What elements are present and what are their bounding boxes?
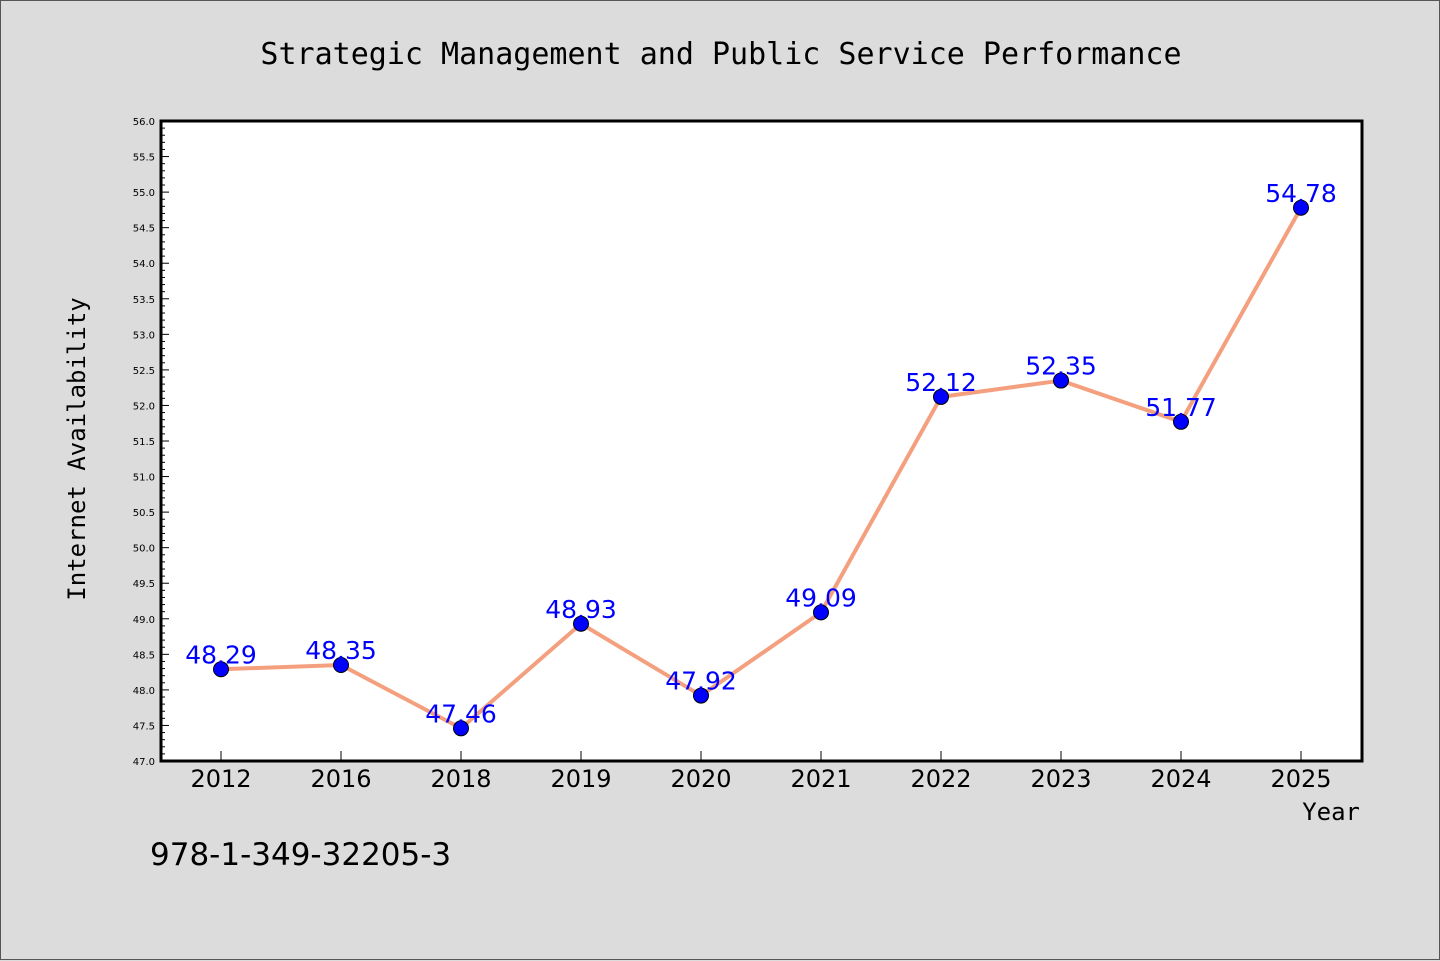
y-tick-label: 51.0 xyxy=(133,473,155,484)
data-label: 48.35 xyxy=(305,636,377,665)
y-tick-label: 50.5 xyxy=(133,508,155,519)
y-tick-label: 52.5 xyxy=(133,366,155,377)
data-point xyxy=(813,604,829,621)
isbn-text: 978-1-349-32205-3 xyxy=(150,837,451,873)
y-tick-label: 53.0 xyxy=(133,330,155,341)
y-tick-label: 50.0 xyxy=(133,544,155,555)
data-label: 49.09 xyxy=(785,583,857,612)
y-tick-label: 55.0 xyxy=(133,188,155,199)
y-tick-label: 51.5 xyxy=(133,437,155,448)
x-tick-label: 2022 xyxy=(910,765,971,793)
x-tick-label: 2018 xyxy=(430,765,491,793)
y-tick-label: 52.0 xyxy=(133,401,155,412)
x-tick-label: 2023 xyxy=(1030,765,1091,793)
data-label: 47.46 xyxy=(425,699,497,728)
data-point xyxy=(453,720,469,737)
data-point xyxy=(1173,413,1189,430)
data-label: 51.77 xyxy=(1145,393,1217,422)
y-tick-label: 54.5 xyxy=(133,224,155,235)
y-tick-label: 47.0 xyxy=(133,757,155,768)
y-tick-label: 47.5 xyxy=(133,721,155,732)
data-label: 52.12 xyxy=(905,368,977,397)
x-tick-label: 2019 xyxy=(550,765,611,793)
y-tick-label: 49.0 xyxy=(133,615,155,626)
y-tick-label: 55.5 xyxy=(133,153,155,164)
x-axis-ticks: 2012 2016 2018 2019 2020 2021 2022 2023 2024 2025 xyxy=(190,751,1332,793)
x-tick-label: 2020 xyxy=(670,765,731,793)
y-tick-label: 48.0 xyxy=(133,686,155,697)
data-point xyxy=(1053,372,1069,389)
y-tick-label: 56.0 xyxy=(133,117,155,128)
data-label: 48.29 xyxy=(185,640,257,669)
y-tick-label: 49.5 xyxy=(133,579,155,590)
chart-title: Strategic Management and Public Service … xyxy=(260,37,1181,72)
y-tick-label: 53.5 xyxy=(133,295,155,306)
data-point xyxy=(1293,199,1309,216)
data-label: 54.78 xyxy=(1265,179,1337,208)
y-axis-ticks: 47.0 47.5 48.0 48.5 49.0 49.5 50.0 50.5 51.0 51.5… xyxy=(133,117,169,768)
data-label: 48.93 xyxy=(545,595,617,624)
data-point xyxy=(693,687,709,704)
plot-frame xyxy=(159,119,1364,763)
y-tick-label: 48.5 xyxy=(133,650,155,661)
x-tick-label: 2016 xyxy=(310,765,371,793)
data-point xyxy=(933,388,949,405)
x-axis-label: Year xyxy=(1302,798,1360,826)
data-point xyxy=(213,661,229,678)
series-line xyxy=(219,205,1303,731)
y-axis-label: Internet Availability xyxy=(63,297,91,600)
x-tick-label: 2021 xyxy=(790,765,851,793)
y-tick-label: 54.0 xyxy=(133,259,155,270)
data-label: 47.92 xyxy=(665,667,737,696)
x-tick-label: 2025 xyxy=(1270,765,1331,793)
data-point xyxy=(333,657,349,673)
x-tick-label: 2024 xyxy=(1150,765,1211,793)
data-point xyxy=(573,615,589,632)
x-tick-label: 2012 xyxy=(190,765,251,793)
data-series: 48.29 48.35 47.46 48.93 47.92 49.09 52.12 52.35… xyxy=(185,179,1337,737)
data-label: 52.35 xyxy=(1025,352,1097,381)
